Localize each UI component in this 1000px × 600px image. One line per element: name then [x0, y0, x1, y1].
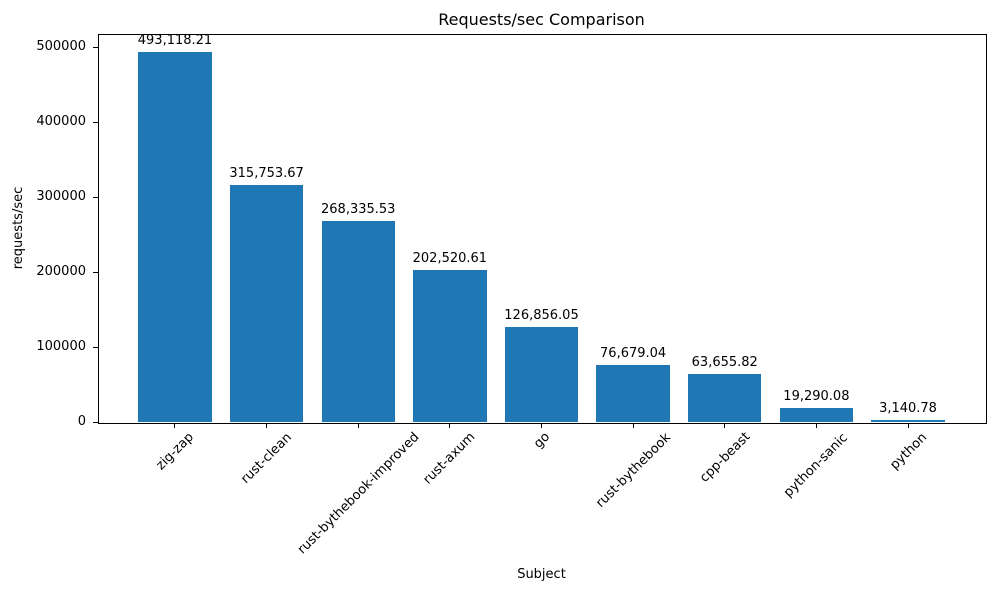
y-tick-mark	[93, 46, 98, 48]
y-tick-mark	[93, 196, 98, 198]
bar-value-label: 3,140.78	[879, 400, 937, 416]
bar	[871, 419, 945, 422]
x-tick-mark	[815, 423, 817, 428]
bar	[321, 220, 395, 422]
bar-value-label: 63,655.82	[691, 355, 758, 371]
bar	[688, 374, 762, 422]
y-tick-label: 400000	[36, 114, 86, 130]
bar	[779, 407, 854, 422]
y-tick-label: 300000	[36, 189, 86, 205]
x-tick-label: cpp-beast	[696, 429, 754, 487]
x-tick-label: rust-clean	[238, 429, 295, 487]
x-tick-label: rust-axum	[420, 430, 479, 488]
y-tick-label: 0	[77, 414, 86, 429]
bar-value-label: 76,679.04	[600, 345, 667, 361]
x-tick-mark	[174, 423, 176, 428]
y-tick-mark	[93, 421, 98, 423]
bar-value-label: 268,335.53	[321, 201, 396, 217]
y-tick-label: 200000	[36, 264, 86, 280]
y-tick-mark	[93, 346, 98, 348]
x-tick-label: rust-bythebook	[592, 429, 674, 511]
bar-value-label: 315,753.67	[229, 166, 304, 182]
x-tick-mark	[449, 423, 451, 428]
bar-value-label: 493,118.21	[137, 33, 213, 49]
bar-value-label: 126,856.05	[504, 307, 579, 323]
y-tick-label: 500000	[36, 39, 86, 55]
x-tick-mark	[266, 423, 268, 428]
bar	[413, 270, 487, 422]
bar	[504, 326, 579, 422]
x-tick-label: zig-zap	[153, 429, 197, 474]
bar	[138, 52, 212, 422]
x-tick-label: rust-bythebook-improved	[294, 429, 423, 558]
x-tick-mark	[632, 423, 634, 428]
x-tick-label: go	[530, 429, 553, 452]
bar-value-label: 19,290.08	[783, 388, 850, 404]
chart-title: Requests/sec Comparison	[438, 10, 645, 29]
bar	[229, 185, 304, 422]
x-tick-label: python	[886, 429, 930, 473]
y-tick-mark	[93, 121, 98, 123]
x-tick-mark	[357, 423, 359, 428]
bar	[596, 364, 670, 422]
x-tick-label: python-sanic	[781, 430, 852, 500]
y-tick-label: 100000	[36, 339, 86, 355]
y-tick-mark	[93, 271, 98, 273]
x-tick-mark	[541, 423, 542, 428]
bar-value-label: 202,520.61	[412, 251, 488, 267]
x-tick-mark	[907, 423, 909, 428]
x-tick-mark	[724, 423, 726, 428]
x-axis-label: Subject	[517, 567, 566, 582]
